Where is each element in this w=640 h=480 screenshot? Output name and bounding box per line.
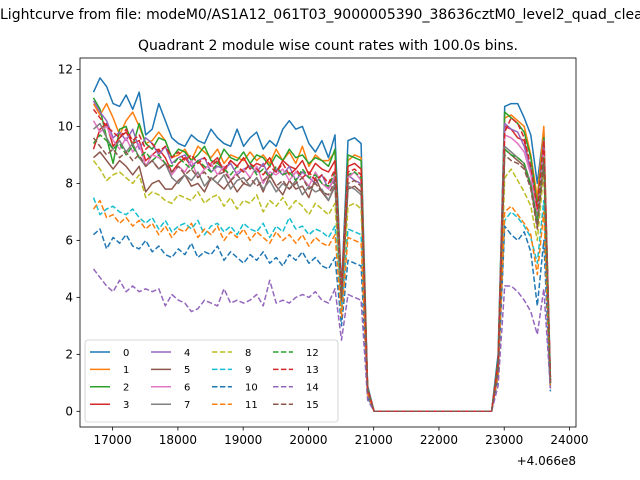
- y-tick-label: 6: [65, 234, 73, 248]
- legend-label-6: 6: [184, 383, 190, 394]
- legend-label-14: 14: [306, 383, 319, 394]
- x-tick-label: 23000: [485, 433, 523, 447]
- series-line-9: [92, 197, 552, 413]
- legend-label-8: 8: [245, 348, 251, 359]
- y-tick-label: 0: [65, 405, 73, 419]
- legend-label-15: 15: [306, 400, 319, 411]
- series-layer: [92, 77, 552, 413]
- x-tick-label: 19000: [224, 433, 262, 447]
- legend-label-9: 9: [245, 365, 251, 376]
- y-tick-label: 12: [58, 63, 73, 77]
- legend-label-3: 3: [123, 400, 129, 411]
- legend-label-10: 10: [245, 383, 258, 394]
- plot-frame: [79, 57, 577, 428]
- series-line-15: [92, 137, 552, 413]
- y-tick-label: 10: [58, 120, 73, 134]
- legend-label-0: 0: [123, 348, 129, 359]
- figure-suptitle: Lightcurve from file: modeM0/AS1A12_061T…: [0, 7, 640, 23]
- x-tick-label: 24000: [550, 433, 588, 447]
- x-tick-label: 21000: [355, 433, 393, 447]
- y-tick-label: 8: [65, 177, 73, 191]
- legend-label-12: 12: [306, 348, 319, 359]
- x-offset-text: +4.066e8: [517, 454, 576, 468]
- legend-label-7: 7: [184, 400, 190, 411]
- x-tick-label: 20000: [289, 433, 327, 447]
- x-tick-label: 22000: [420, 433, 458, 447]
- y-tick-label: 2: [65, 348, 73, 362]
- chart-title: Quadrant 2 module wise count rates with …: [138, 38, 518, 54]
- axes-layer: 17000 18000 19000 20000 21000 22000 23000 24000…: [58, 57, 589, 447]
- legend-label-1: 1: [123, 365, 129, 376]
- y-tick-label: 4: [65, 291, 73, 305]
- x-tick-label: 17000: [94, 433, 132, 447]
- legend-box: [84, 339, 339, 423]
- series-line-13: [92, 108, 552, 413]
- legend-label-5: 5: [184, 365, 190, 376]
- x-tick-label: 18000: [159, 433, 197, 447]
- legend-label-13: 13: [306, 365, 319, 376]
- legend-label-4: 4: [184, 348, 190, 359]
- legend-label-2: 2: [123, 383, 129, 394]
- legend-label-11: 11: [245, 400, 258, 411]
- series-line-14: [92, 268, 552, 413]
